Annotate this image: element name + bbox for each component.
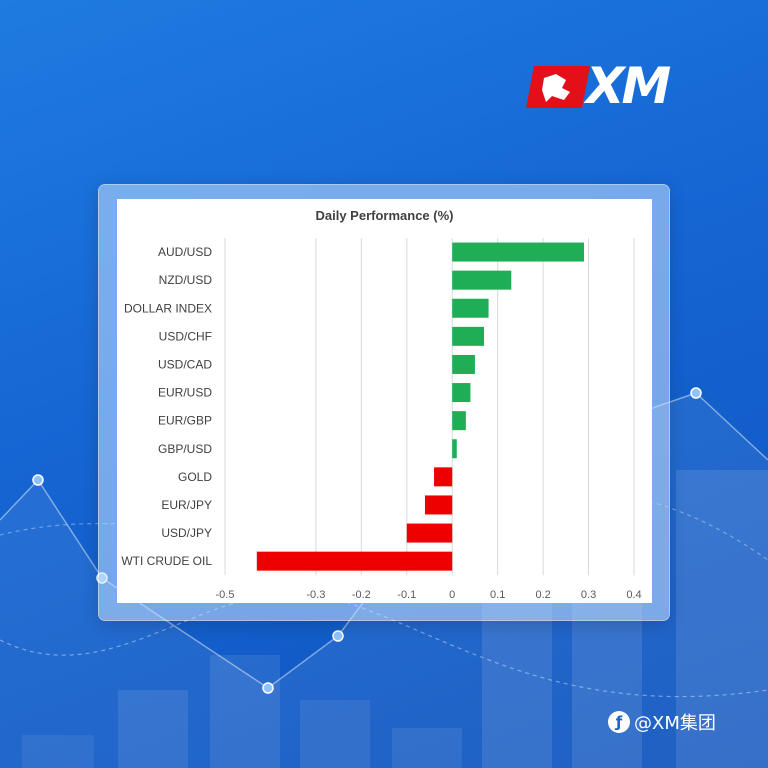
bar-eur-gbp [452,411,466,431]
category-label: USD/CAD [158,357,212,371]
bg-bar [676,470,768,768]
chart-plot-area: -0.5 -0.3 -0.2 -0.1 0 0.1 0.2 0.3 0.4 AUD/USD NZD/… [117,199,652,603]
x-tick-label: -0.5 [216,589,235,601]
daily-performance-chart: -0.5 -0.3 -0.2 -0.1 0 0.1 0.2 0.3 0.4 AUD/USD NZD/… [121,238,642,601]
category-label: WTI CRUDE OIL [121,554,212,568]
bar-usd-jpy [406,523,453,543]
category-label: EUR/USD [158,386,212,400]
x-tick-label: 0.4 [626,589,641,601]
category-label: GBP/USD [158,442,212,456]
x-tick-label: -0.3 [306,589,325,601]
bar-wti-crude-oil [256,551,453,571]
bar-dollar-index [452,298,489,318]
bar-usd-chf [452,326,485,346]
bg-node [32,474,44,486]
bar-aud-usd [452,242,585,262]
category-label: EUR/JPY [161,498,212,512]
category-label: DOLLAR INDEX [124,301,212,315]
bg-bar [118,690,188,768]
x-tick-label: 0 [449,589,455,601]
category-label: AUD/USD [158,245,212,259]
chart-title: Daily Performance (%) [315,208,454,223]
bar-nzd-usd [452,270,512,290]
bar-gbp-usd [452,439,457,459]
bg-bar [572,600,642,768]
xm-logo: XM [526,58,708,114]
bg-node [262,682,274,694]
bg-bar [392,728,462,768]
bar-eur-jpy [424,495,453,515]
weibo-watermark: ƒ @XM集团 [608,708,716,736]
xm-logo-mark [526,66,590,108]
category-label: EUR/GBP [158,414,212,428]
bar-usd-cad [452,354,475,374]
x-tick-label: 0.2 [535,589,550,601]
category-label: GOLD [178,470,212,484]
bg-node [690,387,702,399]
weibo-icon: ƒ [608,711,630,733]
category-label: USD/CHF [159,329,212,343]
bg-bar [22,735,94,768]
x-tick-label: 0.1 [490,589,505,601]
bg-node [332,630,344,642]
x-tick-label: 0.3 [581,589,596,601]
x-tick-label: -0.1 [397,589,416,601]
bg-bar [300,700,370,768]
bar-eur-usd [452,383,471,403]
bg-bar [210,655,280,768]
category-label: USD/JPY [161,526,212,540]
x-tick-label: -0.2 [352,589,371,601]
watermark-text: @XM集团 [634,713,716,734]
category-label: NZD/USD [159,273,213,287]
logo-wordmark: XM [586,57,671,115]
bar-gold [434,467,453,487]
